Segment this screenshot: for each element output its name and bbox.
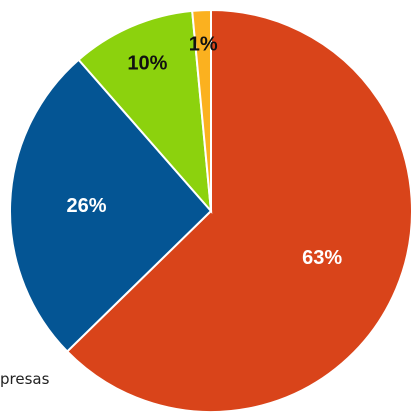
pie-slice-label-2: 10% [127,52,167,74]
legend-label-fragment: presas [0,370,50,388]
pie-slice-label-1: 26% [66,195,106,217]
pie-slice-2 [77,9,213,214]
pie-slice-3 [191,8,212,212]
pie-slice-label-0: 63% [302,247,342,269]
pie-slice-label-3: 1% [189,33,218,55]
pie-slice-0 [65,8,412,412]
pie-slice-1 [9,58,213,353]
